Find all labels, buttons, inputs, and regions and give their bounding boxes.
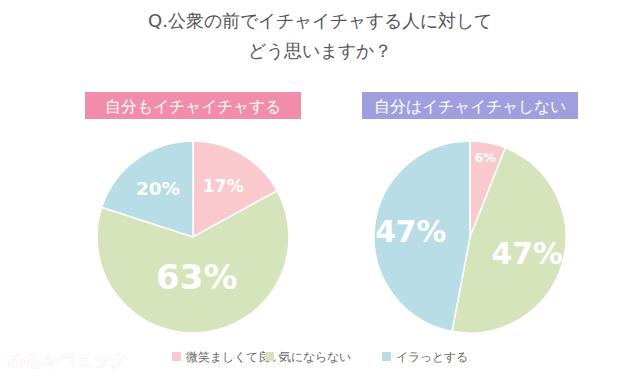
pie-chart: 自分もイチャイチャする 17% 63% 20% [85,92,301,333]
subtitle: 自分はイチャイチャしない [374,97,566,116]
title: どう思いますか？ [248,40,392,61]
pie-slice [374,141,470,331]
data-label: 17% [203,176,244,196]
subtitle-box [362,92,578,119]
slices [374,141,566,333]
legend-label: 気にならない [279,350,351,364]
legend-label: イラっとする [396,350,468,364]
subtitle: 自分もイチャイチャする [105,97,281,116]
data-label: 47% [492,236,563,271]
brand-logo: めちゃコミック [8,350,127,370]
legend-swatch [172,352,181,361]
data-labels: 17% 63% 20% [136,176,244,297]
legend: 微笑ましくて良い気にならない イラっとする [172,350,468,364]
pie-slice [102,141,193,237]
slices [97,141,289,333]
chart-root: Q.公衆の前でイチャイチャする人に対してどう思いますか？ 自分もイチャイチャする 1… [0,0,640,378]
title: Q.公衆の前でイチャイチャする人に対して [148,10,492,31]
subtitle-box [85,92,301,119]
data-label: 47% [375,214,446,249]
legend-swatch [382,352,391,361]
data-label: 6% [474,150,496,165]
data-label: 63% [156,257,237,297]
legend-swatch [265,352,274,361]
legend-label: 微笑ましくて良い [186,350,282,364]
pie-chart: 自分はイチャイチャしない 6% 47% 47% [362,92,578,333]
data-label: 20% [136,178,180,199]
data-labels: 6% 47% 47% [375,150,563,271]
